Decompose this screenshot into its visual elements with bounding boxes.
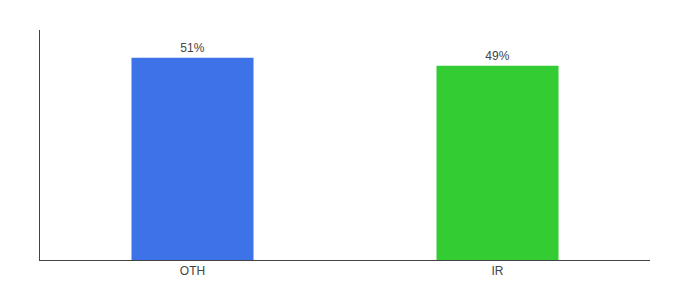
svg-text:49%: 49% [485,49,509,63]
svg-text:OTH: OTH [180,264,205,278]
svg-text:51%: 51% [180,41,204,55]
svg-text:IR: IR [492,264,504,278]
